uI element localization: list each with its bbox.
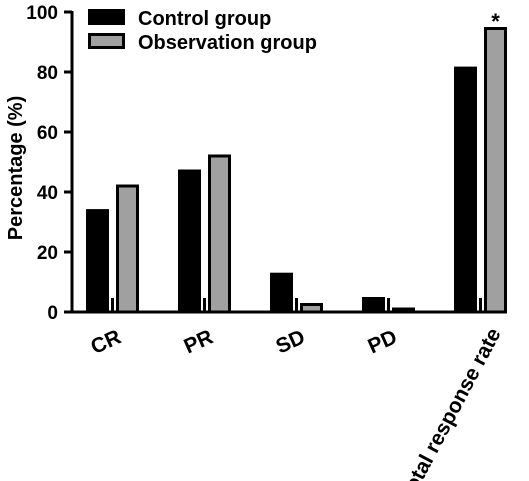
y-tick-label: 20	[37, 243, 58, 264]
bar-control-group	[362, 297, 385, 312]
bar-control-group	[454, 66, 477, 312]
y-tick-label: 60	[37, 123, 58, 144]
y-axis-title: Percentage (%)	[5, 96, 27, 241]
x-category-label: CR	[87, 326, 124, 359]
x-category-label: SD	[273, 326, 309, 359]
bar-control-group	[86, 209, 109, 312]
bar-control-group	[270, 272, 293, 312]
x-category-label: Total response rate	[395, 324, 506, 481]
y-tick-label: 80	[37, 63, 58, 84]
legend-label: Control group	[138, 8, 271, 30]
x-category-label: PR	[181, 326, 217, 359]
legend-label: Observation group	[138, 32, 317, 54]
bar-observation-group	[392, 307, 415, 314]
bar-control-group	[178, 169, 201, 312]
bar-observation-group	[116, 184, 139, 314]
y-tick-label: 0	[47, 303, 58, 324]
significance-marker: *	[491, 9, 500, 34]
bar-observation-group	[300, 303, 323, 314]
y-tick-label: 40	[37, 183, 58, 204]
x-category-label: PD	[365, 326, 401, 359]
bar-observation-group	[208, 154, 231, 314]
legend-swatch	[88, 9, 125, 25]
legend-swatch	[88, 33, 125, 49]
y-tick-label: 100	[26, 3, 58, 24]
bar-observation-group	[484, 27, 507, 314]
